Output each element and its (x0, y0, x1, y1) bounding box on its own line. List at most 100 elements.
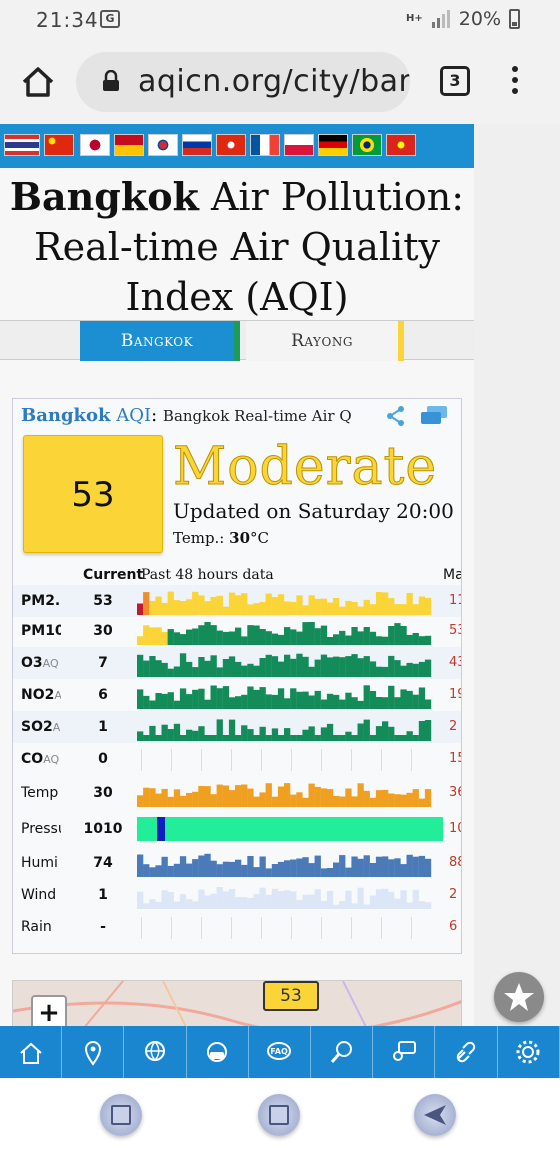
row-sparkline (141, 917, 412, 939)
table-row[interactable]: Humi 74 88 (13, 847, 461, 879)
chart-bar (406, 792, 413, 807)
chart-bar (247, 604, 254, 615)
updated-time: Updated on Saturday 20:00 (173, 499, 454, 523)
chart-gridline (411, 749, 412, 771)
chart-bar (198, 889, 205, 909)
chart-bar (320, 868, 328, 877)
bottom-nav-globe[interactable] (124, 1026, 187, 1078)
table-row[interactable]: PM10 30 53 (13, 615, 461, 647)
spain-flag[interactable] (114, 134, 144, 156)
chart-bar (137, 654, 144, 677)
russia-flag[interactable] (182, 134, 212, 156)
map-preview[interactable]: + 53 (12, 980, 462, 1026)
chart-bar (412, 856, 419, 877)
chart-bar (222, 891, 230, 909)
mask-icon (207, 1042, 228, 1062)
chart-bar (345, 635, 352, 645)
chart-bar (137, 891, 144, 909)
chart-bar (333, 656, 340, 677)
recent-apps-icon (111, 1105, 131, 1125)
chart-bar (198, 726, 205, 741)
chart-bar (143, 695, 150, 709)
tab-bangkok[interactable]: Bangkok (80, 321, 240, 361)
status-bar: 21:34 G H+ 20% (0, 0, 560, 40)
row-current-value: 6 (98, 687, 108, 703)
row-sparkline (137, 591, 432, 615)
home-icon[interactable] (18, 62, 58, 102)
table-row[interactable]: COAQ 0 15 (13, 743, 461, 775)
france-flag[interactable] (250, 134, 280, 156)
chart-bar (296, 858, 303, 877)
vietnam-flag[interactable] (386, 134, 416, 156)
chart-bar (339, 735, 346, 741)
map-aqi-marker[interactable]: 53 (263, 981, 319, 1011)
thailand-flag[interactable] (4, 134, 40, 156)
table-row[interactable]: SO2A 1 2 (13, 711, 461, 743)
chart-bar (253, 665, 260, 677)
hongkong-flag[interactable] (216, 134, 246, 156)
table-row[interactable]: Pressu 1010 101 (13, 813, 461, 845)
chart-bar (424, 858, 432, 877)
table-row[interactable]: O3AQ 7 43 (13, 647, 461, 679)
table-row[interactable]: Wind 1 2 (13, 879, 461, 911)
chart-bar (424, 902, 432, 909)
card-city[interactable]: Bangkok (21, 405, 111, 426)
chart-bar (357, 700, 364, 709)
chart-bar (400, 890, 407, 909)
recent-apps-button[interactable] (100, 1094, 142, 1136)
share-icon[interactable] (385, 405, 407, 427)
row-current-value: 1 (98, 719, 108, 735)
tab-rayong[interactable]: Rayong (246, 321, 404, 361)
translate-icon: G (100, 10, 120, 28)
chart-bar (198, 688, 205, 709)
table-row[interactable]: NO2A 6 19 (13, 679, 461, 711)
table-row[interactable]: Rain - 6 (13, 911, 461, 943)
bottom-nav-chat[interactable] (373, 1026, 436, 1078)
widget-icon[interactable] (419, 405, 449, 427)
chart-bar (247, 856, 254, 877)
chart-bar (375, 726, 383, 741)
zoom-in-button[interactable]: + (31, 995, 67, 1026)
table-row[interactable]: Temp 30 36 (13, 777, 461, 809)
bottom-nav-home[interactable] (0, 1026, 63, 1078)
bottom-nav-mask[interactable] (187, 1026, 249, 1078)
chart-bar (424, 720, 432, 741)
chart-bar (179, 735, 187, 741)
tab-switcher-button[interactable]: 3 (440, 66, 470, 96)
chart-bar (149, 725, 156, 741)
bottom-nav-gear[interactable] (498, 1026, 560, 1078)
germany-flag[interactable] (318, 134, 348, 156)
address-bar[interactable]: aqicn.org/city/ban (76, 52, 410, 112)
overflow-menu-icon[interactable] (512, 66, 520, 98)
bottom-nav-link[interactable] (435, 1026, 498, 1078)
chart-bar (406, 592, 413, 615)
poland-flag[interactable] (284, 134, 314, 156)
bottom-nav-location-pin[interactable] (62, 1026, 125, 1078)
chart-bar (308, 726, 315, 741)
row-max-value: 88 (449, 855, 461, 870)
brazil-flag[interactable] (352, 134, 382, 156)
bottom-nav-search[interactable] (311, 1026, 374, 1078)
chart-bar (192, 689, 199, 709)
favorite-star-button[interactable] (494, 972, 544, 1022)
aqi-value-box: 53 (23, 435, 163, 553)
chart-bar (265, 894, 272, 909)
chart-bar (314, 786, 321, 807)
chart-bar (155, 660, 162, 677)
chart-bar (375, 636, 383, 645)
chart-bar (357, 658, 364, 677)
bottom-nav-faq[interactable]: FAQ (249, 1026, 311, 1078)
chart-bar (375, 697, 383, 709)
chart-bar (167, 796, 174, 807)
back-button[interactable] (414, 1094, 456, 1136)
chart-bar (155, 865, 162, 877)
chart-bar (259, 792, 266, 807)
row-name-text: Rain (21, 919, 52, 935)
japan-flag[interactable] (80, 134, 110, 156)
korea-flag[interactable] (148, 134, 178, 156)
home-button[interactable] (258, 1094, 300, 1136)
table-row[interactable]: PM2.5 53 11 (13, 585, 461, 617)
china-flag[interactable] (44, 134, 74, 156)
chart-bar (369, 863, 377, 877)
chart-bar (198, 595, 205, 615)
